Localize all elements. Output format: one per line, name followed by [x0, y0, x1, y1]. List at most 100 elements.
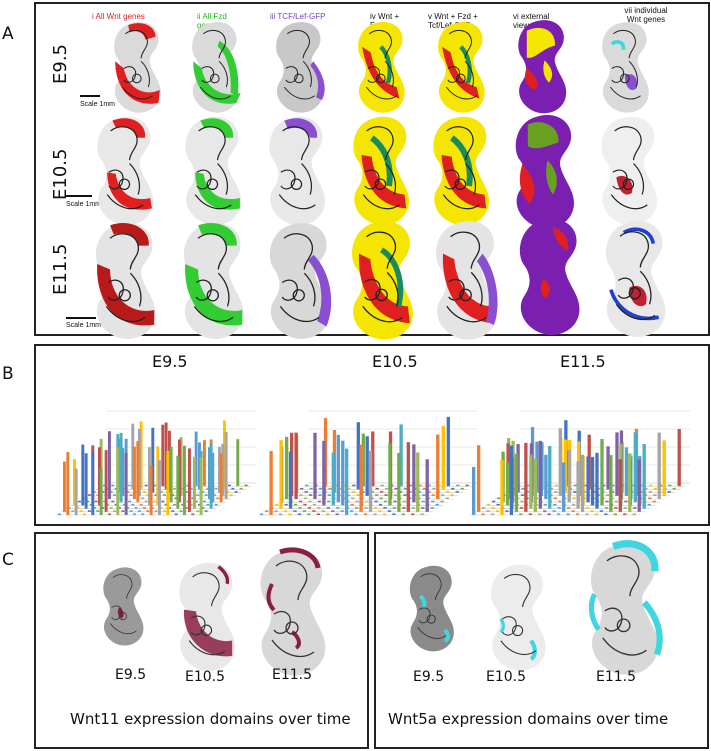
embryo-row-c	[103, 540, 663, 676]
bar3d-bar	[505, 462, 510, 506]
bar3d-bar	[481, 513, 485, 515]
bar3d-bar	[441, 425, 445, 490]
bar3d-bar	[370, 491, 374, 493]
bar3d-bar	[397, 452, 401, 512]
bar3d-bar	[402, 507, 406, 509]
bar3d-bar	[326, 513, 330, 515]
bar3d-bar	[595, 452, 599, 509]
bar3d-bar	[387, 510, 392, 512]
bar3d-bar	[585, 513, 589, 515]
bar3d-bar	[114, 503, 118, 506]
bar3d-bar	[283, 510, 288, 512]
bar3d-bar	[163, 510, 166, 512]
embryo-grid-a	[95, 20, 666, 340]
bar3d-bar	[456, 484, 460, 487]
bar3d-bar	[632, 513, 636, 515]
bar3d-bar	[174, 513, 178, 515]
bar3d-bar	[307, 507, 312, 509]
bar3d-bar	[318, 487, 323, 490]
bar3d-bar	[274, 510, 278, 512]
bar3d-bar	[119, 432, 123, 503]
bar3d-bar	[83, 513, 86, 515]
panel-b	[34, 344, 710, 526]
bar3d-bar	[421, 507, 425, 509]
bar3d-bar	[383, 500, 388, 503]
bar3d-bar	[173, 503, 176, 506]
bar3d-bar	[201, 491, 205, 493]
bar3d-bar	[118, 507, 121, 509]
bar3d-bar	[487, 503, 491, 506]
bar3d-bar	[604, 513, 608, 515]
bar3d-bar	[84, 453, 88, 509]
bar3d-bar	[354, 513, 358, 515]
bar3d-bar	[265, 510, 269, 512]
bar3d-bar	[303, 497, 308, 499]
bar3d-bar	[211, 452, 215, 503]
column-header-tcf: iii TCF/Lef-GFP	[270, 12, 326, 21]
bar3d-bar	[307, 513, 311, 515]
bar3d-bar	[411, 513, 415, 515]
bar3d-bar	[368, 450, 373, 512]
bar3d-bar	[109, 507, 113, 509]
bar3d-bar	[586, 456, 590, 503]
bar3d-bar	[133, 513, 136, 515]
bar3d-bar	[340, 510, 344, 512]
bar3d-bar	[342, 484, 347, 487]
bar3d-bar	[516, 444, 520, 493]
bar3d-bar	[411, 507, 415, 509]
bar3d-bar	[624, 500, 628, 503]
bar3d-bar	[139, 421, 143, 490]
bar3d-bar	[308, 500, 312, 503]
bar3d-bar	[78, 500, 81, 503]
bar3d-bar	[403, 487, 408, 490]
bar3d-bar	[133, 446, 136, 499]
bar3d-bar	[558, 500, 562, 503]
bar3d-bar	[128, 484, 131, 487]
bar3d-bar	[123, 487, 126, 490]
bar3d-bar	[134, 491, 138, 493]
bar3d-bar	[189, 503, 193, 506]
bar3d-bar	[111, 500, 115, 503]
bar3d-bar	[304, 491, 308, 493]
bar3d-bar	[193, 456, 196, 509]
bar3d-bar	[567, 507, 571, 509]
bar3d-bar	[312, 510, 316, 512]
bar3d-bar	[359, 444, 363, 512]
bar3d-bar	[188, 448, 191, 512]
bar3d-bar	[313, 432, 317, 499]
bar3d-bar	[435, 503, 439, 506]
bar3d-bar	[194, 431, 198, 487]
bar3d-bar	[179, 510, 183, 512]
bar3d-bar	[416, 452, 420, 512]
bar3d-bar	[399, 424, 403, 487]
c-right-stage-e10-5: E10.5	[486, 669, 527, 685]
bar3d-bar	[648, 497, 652, 499]
bar3d-bar	[308, 494, 313, 496]
bar3d-bar	[305, 484, 309, 487]
bar3d-bar	[432, 487, 436, 490]
bar3d-bar	[373, 513, 377, 515]
bar3d-bar	[146, 510, 150, 512]
bar3d-bar	[637, 459, 641, 512]
bar3d-bar	[328, 487, 332, 490]
bar3d-bar	[326, 507, 330, 509]
bar3d-bar	[159, 491, 163, 493]
bar3d-bar	[549, 487, 554, 490]
bar3d-bar	[144, 500, 148, 503]
bar3d-bar	[151, 507, 155, 509]
bar3d-bar	[644, 487, 648, 490]
bar3d-bar	[451, 487, 455, 490]
scale-bar	[66, 317, 96, 319]
bar3d-bar	[406, 442, 410, 512]
bar3d-bar	[168, 430, 171, 493]
bar3d-bar	[408, 491, 412, 493]
bar3d-bar	[351, 491, 355, 493]
bar3d-bar	[347, 487, 351, 490]
bar3d-bar	[228, 484, 231, 487]
bar3d-bar	[196, 510, 200, 512]
bar3d-bar	[204, 494, 208, 496]
bar3d-bar	[509, 445, 514, 515]
bar3d-bar	[380, 484, 384, 487]
bar3d-bar	[239, 487, 243, 490]
bar3d-bar	[592, 484, 596, 487]
